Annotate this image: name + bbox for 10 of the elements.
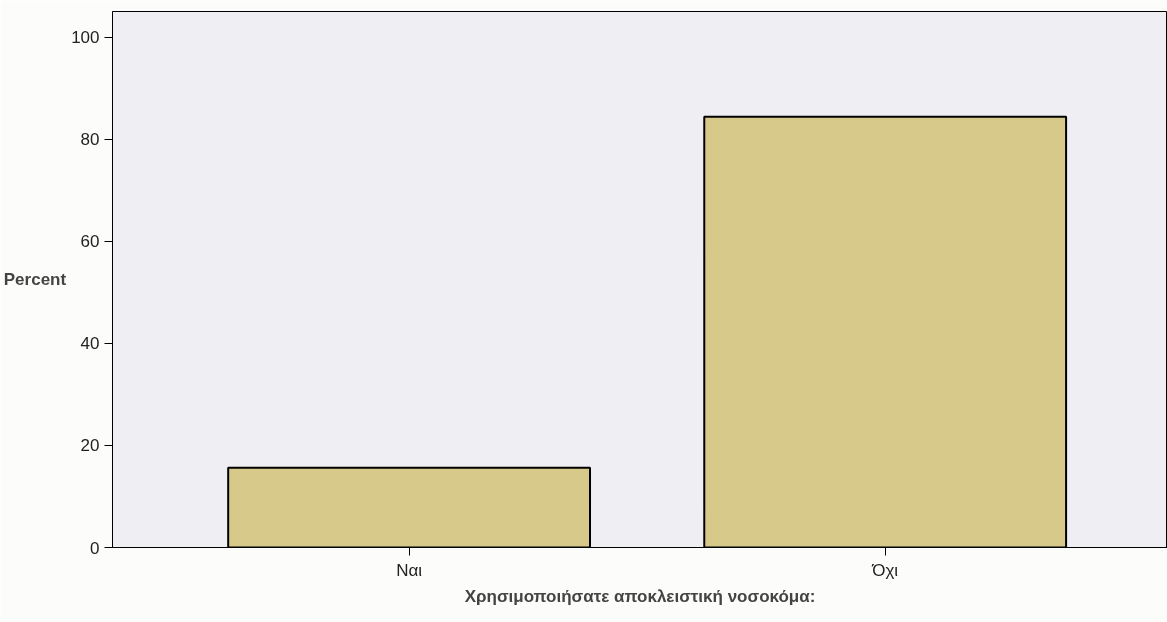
y-tick-label: 40 [80,334,100,354]
y-tick-label: 60 [80,232,100,252]
y-axis-title: Percent [3,270,67,289]
y-tick-label: 80 [80,130,100,150]
y-tick-label: 0 [90,538,100,558]
x-tick-label: Ναι [396,560,423,580]
y-tick-label: 20 [80,436,100,456]
x-axis-title: Χρησιμοποιήσατε αποκλειστική νοσοκόμα: [464,586,816,606]
y-tick-label: 100 [71,28,100,48]
x-tick-label: Όχι [871,560,899,580]
